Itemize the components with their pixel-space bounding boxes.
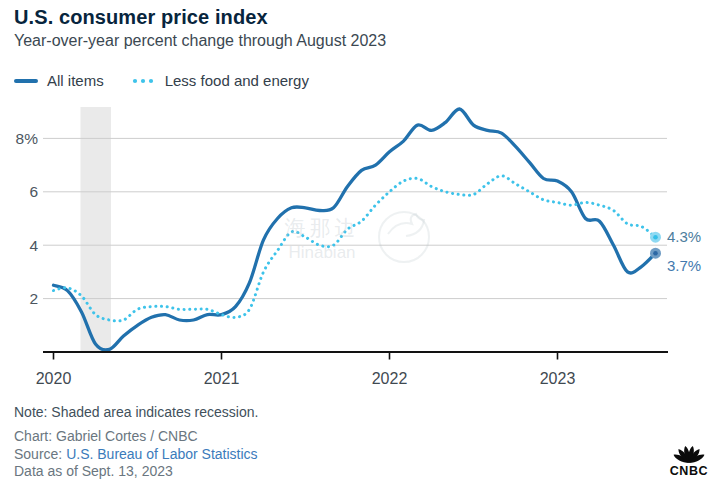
- source-prefix: Source:: [14, 446, 66, 462]
- recession-shaded-area: [81, 107, 112, 352]
- page-title: U.S. consumer price index: [14, 6, 268, 29]
- legend: All items Less food and energy: [14, 72, 309, 89]
- x-tick-label-2020: 2020: [36, 370, 72, 387]
- x-tick-label-2021: 2021: [204, 370, 240, 387]
- y-tick-label-4: 4: [29, 237, 38, 254]
- end-value-label-all-items: 3.7%: [667, 257, 701, 274]
- legend-label: Less food and energy: [165, 72, 309, 89]
- y-tick-label-6: 6: [29, 183, 38, 200]
- source-line: Source: U.S. Bureau of Labor Statistics: [14, 446, 258, 464]
- y-tick-label-2: 2: [29, 290, 38, 307]
- endpoint-dot-core-center: [653, 235, 658, 240]
- svg-text:海那边: 海那边: [285, 216, 360, 239]
- watermark: 海那边 Hinabian: [285, 212, 430, 262]
- cpi-line-chart: 8% 6 4 2 海那边 Hinabian 2020 2021 2022 202…: [0, 92, 722, 392]
- chart-credit: Chart: Gabriel Cortes / CNBC: [14, 428, 258, 446]
- dotted-line-swatch-icon: [132, 78, 156, 84]
- legend-label: All items: [47, 72, 104, 89]
- x-tick-label-2022: 2022: [372, 370, 408, 387]
- chart-note: Note: Shaded area indicates recession.: [14, 404, 258, 420]
- cnbc-logo: CNBC: [665, 439, 713, 479]
- watermark-bird-icon: [388, 214, 424, 236]
- x-tick-label-2023: 2023: [540, 370, 576, 387]
- legend-item-less-food-energy: Less food and energy: [132, 72, 309, 89]
- data-as-of: Data as of Sept. 13, 2023: [14, 463, 258, 481]
- end-value-label-less-food-energy: 4.3%: [667, 228, 701, 245]
- cnbc-logo-text: CNBC: [670, 464, 709, 478]
- svg-text:Hinabian: Hinabian: [288, 243, 355, 262]
- source-link[interactable]: U.S. Bureau of Labor Statistics: [66, 446, 257, 462]
- cnbc-cpi-chart-card: U.S. consumer price index Year-over-year…: [0, 0, 722, 482]
- chart-subtitle: Year-over-year percent change through Au…: [14, 32, 386, 50]
- solid-line-swatch-icon: [14, 79, 38, 83]
- y-tick-label-8: 8%: [16, 130, 39, 147]
- endpoint-dot-all-items-center: [653, 251, 658, 256]
- credits-block: Chart: Gabriel Cortes / CNBC Source: U.S…: [14, 428, 258, 481]
- peacock-icon: [672, 445, 705, 465]
- legend-item-all-items: All items: [14, 72, 104, 89]
